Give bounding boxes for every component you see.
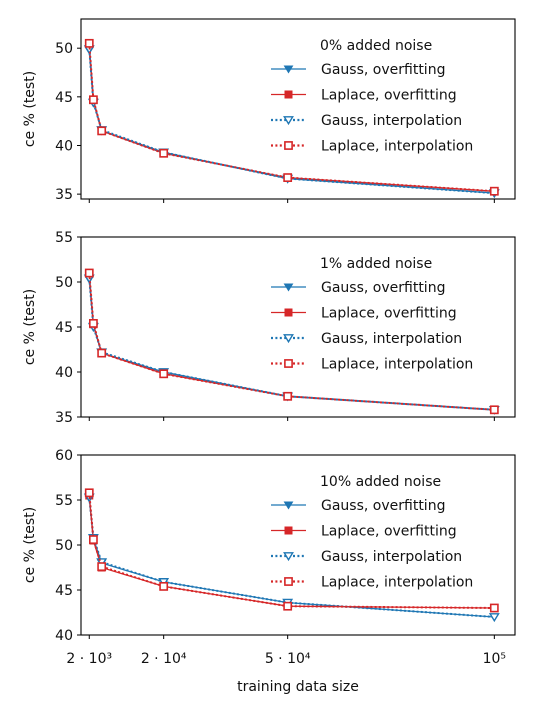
- y-tick-label: 35: [55, 410, 73, 426]
- legend-marker: [283, 552, 294, 562]
- series-line-4: [88, 492, 495, 609]
- legend-marker: [283, 116, 294, 126]
- data-point: [489, 603, 499, 613]
- x-tick-label: 2 · 10⁴: [141, 651, 187, 667]
- data-point: [488, 613, 500, 623]
- plot-frame: [80, 18, 516, 200]
- y-tick-label: 45: [55, 320, 73, 336]
- legend-marker: [284, 526, 293, 535]
- data-point: [97, 348, 107, 358]
- legend-marker: [284, 577, 293, 586]
- legend-marker: [283, 65, 294, 74]
- legend-marker: [284, 141, 293, 150]
- data-point: [84, 268, 94, 278]
- series-line-2: [88, 495, 495, 609]
- y-tick-label: 55: [55, 230, 73, 246]
- data-point: [283, 391, 293, 401]
- legend-title: 10% added noise: [320, 474, 441, 490]
- legend-marker: [284, 90, 293, 99]
- x-tick-label: 10⁵: [483, 651, 506, 667]
- data-point: [489, 186, 499, 196]
- legend: 0% added noise Gauss, overfitting Laplace,…: [271, 38, 473, 155]
- legend: 10% added noise Gauss, overfitting Laplace…: [271, 474, 473, 591]
- x-tick-label: 2 · 10³: [66, 651, 112, 667]
- y-tick-label: 55: [55, 493, 73, 509]
- series-line-4: [88, 43, 495, 193]
- data-point: [159, 148, 169, 158]
- data-point: [159, 581, 169, 591]
- legend-label: Gauss, interpolation: [321, 331, 462, 347]
- chart-panel-1: 35 40 45 50 ce % (test) 0% added noise Gauss, …: [22, 18, 516, 203]
- y-tick-label: 40: [55, 628, 73, 644]
- y-axis-title: ce % (test): [22, 289, 38, 365]
- y-axis-title: ce % (test): [22, 507, 38, 583]
- y-tick-label: 50: [55, 538, 73, 554]
- legend-label: Gauss, overfitting: [321, 280, 445, 296]
- legend-label: Gauss, interpolation: [321, 549, 462, 565]
- data-point: [97, 126, 107, 136]
- data-point: [489, 405, 499, 415]
- legend-label: Laplace, interpolation: [321, 575, 473, 591]
- legend-title: 0% added noise: [320, 38, 432, 54]
- legend-title: 1% added noise: [320, 256, 432, 272]
- y-tick-label: 35: [55, 187, 73, 203]
- legend-marker: [284, 308, 293, 317]
- y-tick-label: 60: [55, 448, 73, 464]
- series-line-4: [88, 272, 495, 411]
- data-point: [84, 38, 94, 48]
- legend-marker: [284, 359, 293, 368]
- x-axis-title: training data size: [237, 679, 359, 695]
- y-tick-label: 45: [55, 90, 73, 106]
- y-tick-label: 45: [55, 583, 73, 599]
- y-tick-label: 40: [55, 138, 73, 154]
- legend-label: Laplace, interpolation: [321, 357, 473, 373]
- legend-label: Laplace, overfitting: [321, 306, 457, 322]
- data-point: [283, 601, 293, 611]
- y-axis-title: ce % (test): [22, 71, 38, 147]
- data-point: [159, 369, 169, 379]
- legend-label: Gauss, overfitting: [321, 62, 445, 78]
- legend-label: Laplace, overfitting: [321, 524, 457, 540]
- series-line-3: [88, 49, 495, 195]
- legend-label: Laplace, interpolation: [321, 139, 473, 155]
- legend-label: Gauss, interpolation: [321, 113, 462, 129]
- y-tick-label: 50: [55, 41, 73, 57]
- data-point: [97, 562, 107, 571]
- y-tick-label: 40: [55, 365, 73, 381]
- legend-marker: [283, 501, 294, 510]
- legend-marker: [283, 283, 294, 292]
- legend-label: Laplace, overfitting: [321, 88, 457, 104]
- chart-panel-3: 40 45 50 55 60 2 · 10³ 2 · 10⁴ 5 · 10⁴ 10⁵ ce % (…: [22, 448, 516, 695]
- data-point: [89, 535, 98, 544]
- chart-panel-2: 35 40 45 50 55 ce % (test) 1% added noise Gauss…: [22, 230, 516, 426]
- plot-frame: [80, 236, 516, 418]
- x-tick-label: 5 · 10⁴: [265, 651, 311, 667]
- data-point: [89, 95, 98, 105]
- y-tick-label: 50: [55, 275, 73, 291]
- legend-label: Gauss, overfitting: [321, 498, 445, 514]
- legend: 1% added noise Gauss, overfitting Laplace,…: [271, 256, 473, 373]
- data-point: [84, 488, 94, 498]
- data-point: [89, 318, 98, 328]
- legend-marker: [283, 334, 294, 344]
- data-point: [283, 173, 293, 182]
